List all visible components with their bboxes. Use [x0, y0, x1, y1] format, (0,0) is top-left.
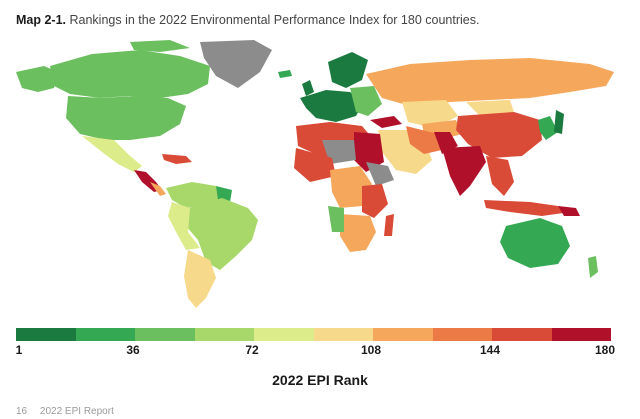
region-iran	[406, 126, 442, 154]
region-kazakhstan	[402, 100, 458, 128]
region-western-europe	[300, 90, 364, 122]
region-new-zealand	[588, 256, 598, 278]
region-southern-africa	[340, 214, 376, 252]
legend-tick-72: 72	[245, 343, 259, 357]
page-footer: 16 2022 EPI Report	[16, 406, 114, 417]
legend-tick-180: 180	[594, 343, 616, 357]
legend-swatch	[551, 328, 611, 341]
region-canada	[50, 50, 210, 98]
legend-swatch	[254, 328, 314, 341]
region-scandinavia	[328, 52, 368, 88]
legend-swatch	[373, 328, 433, 341]
legend-tick-108: 108	[360, 343, 382, 357]
legend-color-scale	[16, 328, 611, 341]
legend-swatch	[432, 328, 492, 341]
legend-swatch	[194, 328, 254, 341]
region-egypt-sudan	[354, 132, 384, 172]
region-venezuela-colombia	[166, 182, 222, 208]
region-turkey	[370, 116, 402, 128]
region-indonesia	[484, 200, 570, 216]
page-number: 16	[16, 406, 28, 417]
region-russia	[366, 58, 614, 106]
caption-text: Rankings in the 2022 Environmental Perfo…	[69, 13, 480, 27]
legend-swatch	[16, 328, 76, 341]
region-india	[442, 146, 486, 196]
legend-swatch	[75, 328, 135, 341]
region-korea-japan	[538, 116, 558, 140]
region-mongolia	[466, 100, 514, 116]
region-southeast-asia	[486, 156, 514, 196]
region-horn-of-africa	[366, 162, 394, 186]
report-name: 2022 EPI Report	[39, 406, 114, 417]
region-uk	[302, 80, 314, 96]
region-argentina-chile	[184, 250, 216, 308]
legend-title: 2022 EPI Rank	[272, 372, 368, 388]
region-brazil	[186, 198, 258, 270]
region-usa	[66, 96, 186, 140]
world-choropleth-map	[16, 40, 614, 308]
legend-swatch	[135, 328, 195, 341]
region-peru-bolivia	[168, 202, 200, 250]
caption-label: Map 2-1.	[16, 13, 67, 27]
legend-swatch	[313, 328, 373, 341]
legend-tick-36: 36	[126, 343, 140, 357]
legend-swatch	[492, 328, 552, 341]
region-east-africa	[362, 184, 388, 218]
legend-tick-144: 144	[479, 343, 501, 357]
region-greenland	[200, 40, 272, 88]
region-central-america-south	[150, 182, 166, 196]
map-caption: Map 2-1. Rankings in the 2022 Environmen…	[16, 12, 479, 28]
region-alaska	[16, 66, 58, 92]
region-guianas	[216, 186, 232, 202]
region-central-africa	[330, 166, 372, 208]
region-eastern-europe	[350, 86, 382, 116]
region-mexico	[82, 136, 142, 172]
region-japan	[554, 110, 564, 134]
region-canada-islands	[130, 40, 190, 52]
region-caribbean	[162, 154, 192, 164]
region-australia	[500, 218, 570, 268]
region-png	[558, 206, 580, 216]
region-southwest-africa	[328, 206, 344, 232]
region-west-africa	[294, 148, 336, 182]
legend-tick-1: 1	[15, 343, 23, 357]
region-iceland	[278, 70, 292, 78]
region-madagascar	[384, 214, 394, 236]
